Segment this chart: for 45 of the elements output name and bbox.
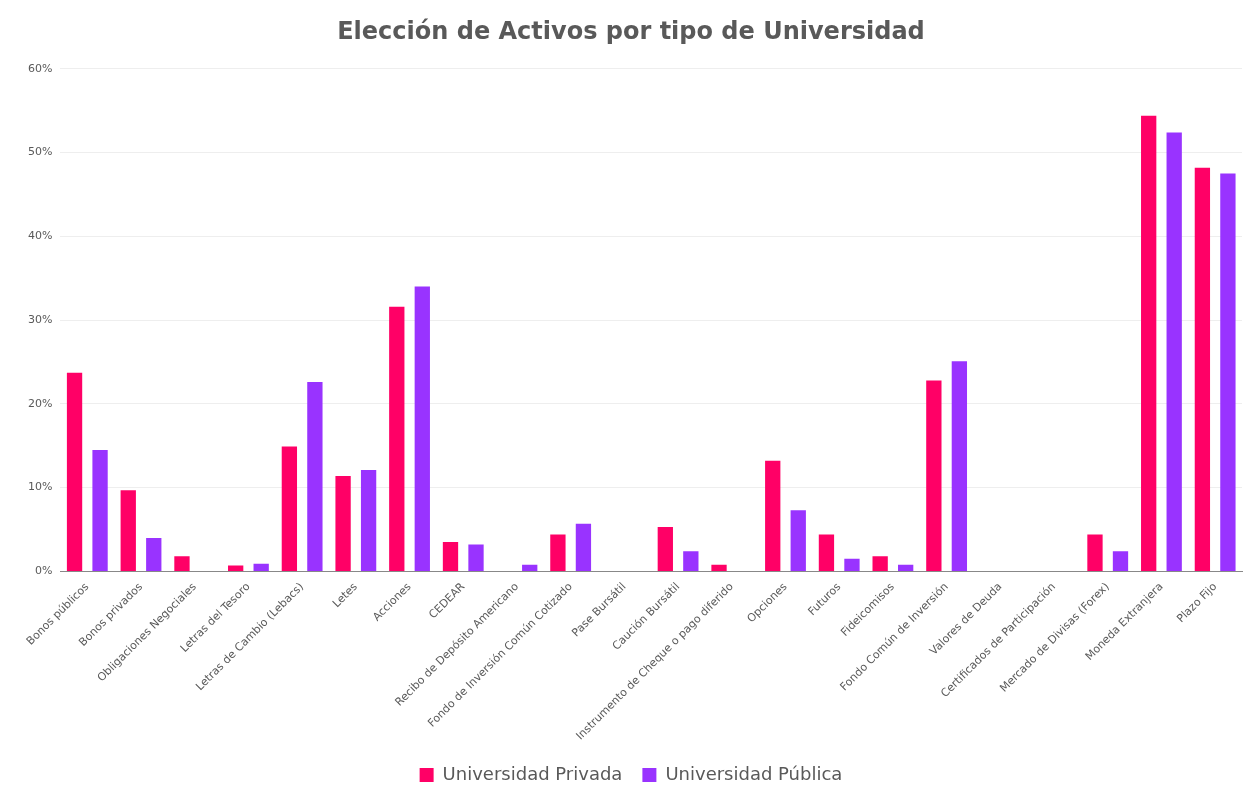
bar: [898, 564, 914, 571]
bar: [683, 551, 699, 571]
legend-label: Universidad Pública: [665, 762, 843, 784]
bar: [307, 382, 323, 571]
chart-title: Elección de Activos por tipo de Universidad: [337, 16, 925, 45]
bar: [1220, 173, 1236, 571]
bar: [253, 563, 269, 571]
bar: [1087, 534, 1103, 571]
y-tick-label: 20%: [28, 396, 53, 410]
bar: [1166, 132, 1182, 571]
bar: [389, 306, 405, 571]
y-tick-label: 60%: [28, 61, 53, 75]
bar: [711, 564, 727, 571]
bar: [1141, 115, 1157, 571]
bar: [442, 542, 459, 571]
bar: [790, 510, 806, 571]
bar: [174, 556, 190, 571]
y-tick-label: 50%: [28, 145, 53, 159]
bar: [66, 372, 83, 571]
bar: [120, 490, 136, 571]
bar: [818, 534, 835, 571]
bar: [657, 527, 673, 571]
bar: [335, 475, 351, 571]
bar: [281, 446, 298, 571]
bar: [951, 361, 968, 571]
bar: [1112, 551, 1129, 571]
bar: [468, 544, 484, 571]
bar: [926, 380, 942, 571]
bar: [360, 470, 377, 571]
y-tick-label: 30%: [28, 312, 53, 326]
bar: [146, 537, 162, 571]
y-tick-label: 40%: [28, 229, 53, 243]
bar: [1194, 167, 1211, 571]
bar: [550, 534, 566, 571]
bar: [414, 286, 430, 571]
bar: [844, 558, 860, 571]
legend-label: Universidad Privada: [442, 762, 623, 784]
bar: [92, 449, 108, 571]
bar: [872, 556, 888, 571]
y-tick-label: 10%: [28, 480, 53, 494]
bar: [228, 565, 244, 571]
bar: [522, 564, 538, 571]
bar: [575, 523, 592, 571]
bar: [765, 460, 781, 571]
y-tick-label: 0%: [35, 564, 53, 578]
